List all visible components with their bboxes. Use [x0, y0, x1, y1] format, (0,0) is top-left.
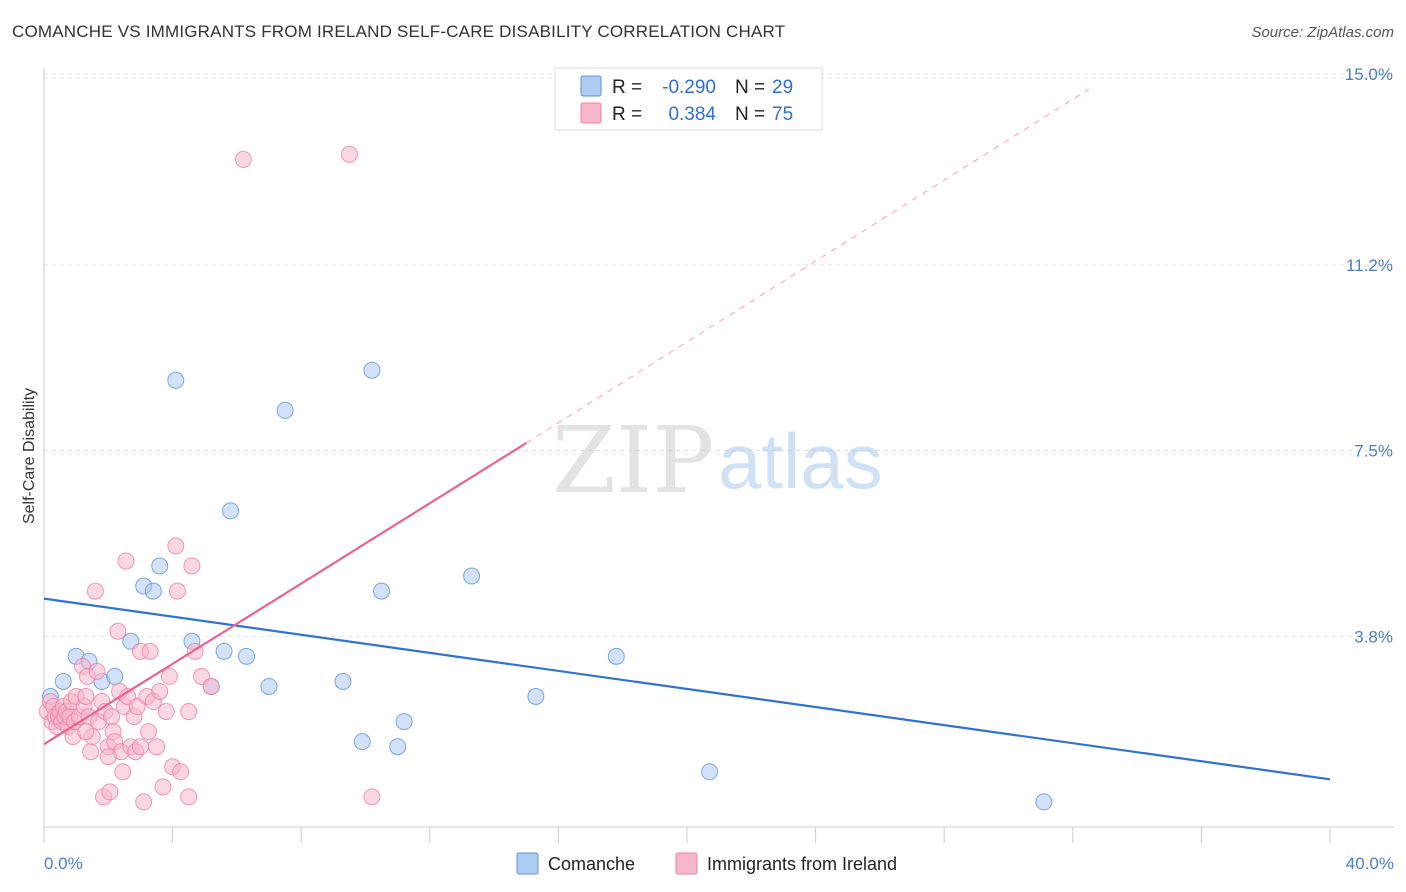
ireland-point [82, 743, 100, 761]
trend-lines [43, 88, 1331, 781]
comanche-point [167, 371, 185, 389]
ireland-point [109, 622, 127, 640]
ireland-point [180, 788, 198, 806]
comanche-point [701, 763, 719, 781]
y-tick-labels: 3.8% 7.5% 11.2% 15.0% [1345, 65, 1393, 646]
trend-line-comanche [43, 597, 1331, 781]
watermark-atlas: atlas [718, 417, 883, 505]
legend-r-value-ireland: 0.384 [668, 104, 716, 125]
ireland-points [38, 145, 381, 811]
comanche-point [276, 401, 294, 419]
watermark-zip: ZIP [552, 407, 714, 514]
ireland-point [157, 703, 175, 721]
x-ticks [43, 827, 1331, 843]
y-tick-label: 15.0% [1345, 65, 1393, 84]
legend-n-value-ireland: 75 [772, 104, 793, 125]
comanche-point [527, 687, 545, 705]
ireland-point [160, 667, 178, 685]
ireland-point [131, 738, 149, 756]
comanche-point [395, 713, 413, 731]
comanche-point [389, 738, 407, 756]
ireland-point [101, 783, 119, 801]
legend-swatch-comanche [580, 75, 602, 97]
ireland-point [117, 552, 135, 570]
ireland-point [141, 642, 159, 660]
ireland-point [88, 662, 106, 680]
comanche-point [106, 667, 124, 685]
ireland-point [154, 778, 172, 796]
ireland-point [202, 677, 220, 695]
ireland-point [151, 682, 169, 700]
ireland-point [99, 748, 117, 766]
watermark: ZIP atlas [552, 407, 883, 514]
bottom-legend: Comanche Immigrants from Ireland [516, 852, 897, 875]
ireland-point [234, 150, 252, 168]
comanche-point [54, 672, 72, 690]
trend-line-ireland [43, 442, 527, 746]
ireland-point [340, 145, 358, 163]
legend-n-label-comanche: N = [735, 77, 765, 98]
chart-title: COMANCHE VS IMMIGRANTS FROM IRELAND SELF… [12, 22, 786, 41]
legend: R = -0.290 N = 29 R = 0.384 N = 75 [554, 67, 823, 131]
bottom-legend-label-comanche: Comanche [548, 854, 635, 874]
legend-r-value-comanche: -0.290 [662, 77, 716, 98]
bottom-legend-swatch-ireland [675, 852, 698, 875]
ireland-point [363, 788, 381, 806]
source-label: Source: ZipAtlas.com [1251, 24, 1394, 41]
comanche-point [215, 642, 233, 660]
x-tick-label-max: 40.0% [1346, 854, 1394, 873]
y-axis-title: Self-Care Disability [21, 388, 38, 524]
bottom-legend-swatch-comanche [516, 852, 539, 875]
legend-n-value-comanche: 29 [772, 77, 793, 98]
comanche-point [151, 557, 169, 575]
ireland-point [167, 537, 185, 555]
ireland-point [180, 703, 198, 721]
legend-r-label-comanche: R = [612, 77, 642, 98]
ireland-point [148, 738, 166, 756]
comanche-point [334, 672, 352, 690]
comanche-point [363, 361, 381, 379]
legend-r-label-ireland: R = [612, 104, 642, 125]
ireland-point [103, 708, 121, 726]
comanche-points [41, 361, 1053, 811]
ireland-point [168, 582, 186, 600]
comanche-point [260, 677, 278, 695]
comanche-point [221, 502, 239, 520]
comanche-point [373, 582, 391, 600]
comanche-point [463, 567, 481, 585]
bottom-legend-label-ireland: Immigrants from Ireland [707, 854, 897, 874]
comanche-point [1035, 793, 1053, 811]
comanche-point [353, 733, 371, 751]
comanche-point [607, 647, 625, 665]
ireland-point [114, 763, 132, 781]
legend-swatch-ireland [580, 102, 602, 124]
ireland-point [139, 723, 157, 741]
ireland-point [135, 793, 153, 811]
comanche-point [144, 582, 162, 600]
y-tick-label: 11.2% [1346, 256, 1393, 275]
y-tick-label: 3.8% [1354, 627, 1393, 646]
ireland-point [183, 557, 201, 575]
y-tick-label: 7.5% [1354, 442, 1393, 461]
ireland-point [77, 687, 95, 705]
ireland-point [86, 582, 104, 600]
comanche-point [238, 647, 256, 665]
trend-line-ireland-extension [525, 88, 1090, 444]
ireland-point [77, 723, 95, 741]
x-tick-label-min: 0.0% [44, 854, 83, 873]
legend-n-label-ireland: N = [735, 104, 765, 125]
ireland-point [172, 763, 190, 781]
